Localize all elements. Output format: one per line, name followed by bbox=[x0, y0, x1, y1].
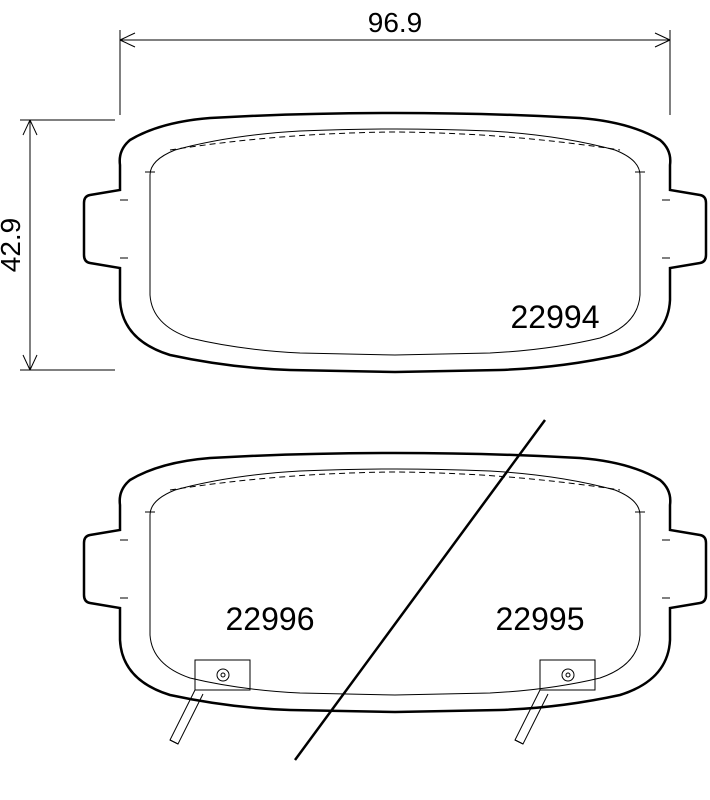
dimension-height: 42.9 bbox=[0, 120, 115, 370]
part-number-bottom-right: 22995 bbox=[496, 601, 585, 637]
dim-width-label: 96.9 bbox=[368, 7, 423, 38]
part-number-top: 22994 bbox=[511, 299, 600, 335]
brake-pad-top: 22994 bbox=[84, 113, 706, 372]
dimension-width: 96.9 bbox=[120, 7, 670, 115]
brake-pad-bottom: 22996 22995 bbox=[84, 420, 706, 760]
part-number-bottom-left: 22996 bbox=[226, 601, 315, 637]
brake-pad-drawing: 96.9 42.9 22994 bbox=[0, 0, 710, 800]
dim-height-label: 42.9 bbox=[0, 218, 26, 273]
